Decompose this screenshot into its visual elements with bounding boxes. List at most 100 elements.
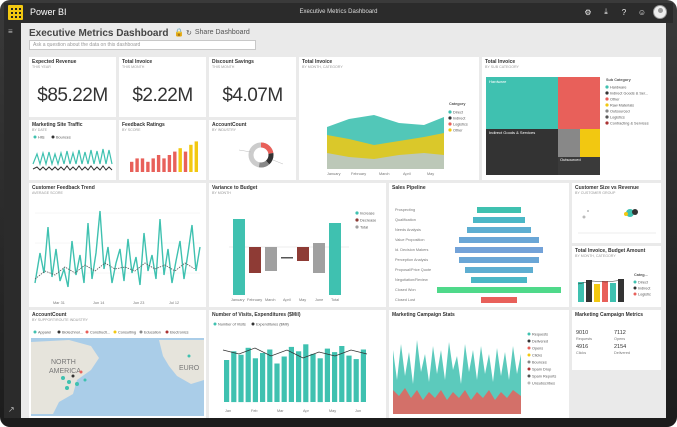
app-launcher-icon[interactable] — [8, 5, 23, 20]
tile-discount-savings[interactable]: Discount Savings THIS MONTH $4.07M — [209, 57, 296, 117]
tile-account-count-map[interactable]: AccountCount BY SUPPORT/ROUTE INDUSTRY A… — [29, 310, 206, 418]
x-tick: June — [315, 298, 323, 302]
funnel-bar — [455, 247, 543, 253]
metric-value: 4916 — [576, 344, 588, 350]
tile-subtitle: THIS MONTH — [212, 65, 235, 69]
legend-label: Logistics — [610, 116, 625, 120]
funnel-bar — [477, 207, 521, 213]
legend-label: Contracting & Services — [610, 122, 649, 126]
tile-total-invoice-card[interactable]: Total Invoice THIS MONTH $2.22M — [119, 57, 206, 117]
legend-label: Direct — [453, 111, 464, 115]
tile-campaign-stats[interactable]: Marketing Campaign Stats Requests Delive… — [389, 310, 569, 418]
legend-label: Indirect — [638, 287, 651, 291]
metric-label: Delivered — [614, 351, 630, 355]
tile-visits-expenditures[interactable]: Number of Visits, Expenditures ($Mil) Nu… — [209, 310, 386, 418]
menu-icon[interactable]: ≡ — [8, 27, 13, 36]
feedback-icon[interactable]: ☺ — [637, 7, 647, 17]
legend-label: Other — [610, 98, 620, 102]
kpi-value: $4.07M — [222, 85, 283, 106]
tile-subtitle: BY DATE — [32, 128, 48, 132]
x-tick: Jul 12 — [169, 301, 179, 305]
chart-bar — [346, 355, 352, 402]
legend-title: Categ... — [634, 273, 648, 277]
legend-label: Expenditures ($Mil) — [256, 323, 289, 327]
scatter-point — [626, 209, 634, 217]
tile-total-invoice-treemap[interactable]: Total Invoice BY SUB CATEGORY Hardware I… — [482, 57, 661, 180]
treemap-cell — [486, 129, 558, 175]
tile-title: Expected Revenue — [32, 59, 77, 65]
top-bar: Power BI Executive Metrics Dashboard ⚙ ⤓… — [4, 3, 673, 23]
tile-title: Total Invoice — [485, 59, 516, 65]
legend-label: Constructi... — [90, 331, 110, 335]
legend-label: Delivered — [532, 340, 548, 344]
download-icon[interactable]: ⤓ — [604, 7, 608, 16]
legend-label: Biotechnol... — [62, 331, 83, 335]
tile-title: Number of Visits, Expenditures ($Mil) — [212, 312, 301, 318]
app-name[interactable]: Power BI — [30, 7, 67, 17]
chart-bar — [178, 148, 182, 172]
help-icon[interactable]: ? — [621, 7, 627, 17]
tile-sales-pipeline[interactable]: Sales Pipeline Prospecting Qualification… — [389, 183, 569, 307]
treemap-label: Hardware — [489, 79, 507, 84]
tile-customer-size-revenue[interactable]: Customer Size vs Revenue BY CUSTOMER GRO… — [572, 183, 661, 243]
scatter-point — [632, 209, 638, 215]
x-tick: February — [351, 172, 366, 176]
tile-campaign-metrics[interactable]: Marketing Campaign Metrics 9010 Requests… — [572, 310, 661, 370]
legend-label: Outsourced — [610, 110, 630, 114]
waterfall-bar — [297, 247, 309, 261]
campaign-area-chart: Requests Delivered Opens Clicks Bounces … — [393, 332, 556, 414]
map-chart: Apparel Biotechnol... Constructi... Cons… — [31, 330, 204, 416]
tile-variance-to-budget[interactable]: Variance to Budget BY MONTH January Febr… — [209, 183, 386, 307]
share-button[interactable]: ↻ Share Dashboard — [186, 29, 250, 37]
chart-bar — [156, 155, 161, 172]
map-point — [187, 354, 191, 358]
kpi-value: $85.22M — [37, 85, 108, 106]
funnel-bar — [437, 287, 561, 293]
tile-total-invoice-area[interactable]: Total Invoice BY MONTH, CATEGORY January… — [299, 57, 479, 180]
stage-label: Id. Decision Makers — [395, 248, 428, 252]
tile-feedback-ratings[interactable]: Feedback Ratings BY SCORE — [119, 120, 206, 180]
avatar[interactable] — [653, 5, 667, 19]
x-tick: Jun 23 — [133, 301, 144, 305]
waterfall-bar — [265, 247, 277, 271]
treemap-cell — [558, 157, 600, 175]
tile-account-count-donut[interactable]: AccountCount BY INDUSTRY — [209, 120, 296, 180]
expenditure-line — [222, 347, 368, 359]
stage-label: Closed Lost — [395, 298, 416, 302]
x-tick: Total — [331, 298, 339, 302]
metric-label: Requests — [576, 337, 592, 341]
chart-bar — [194, 141, 198, 172]
legend-label: Spam Drop — [532, 368, 551, 372]
settings-icon[interactable]: ⚙ — [584, 7, 592, 17]
tile-expected-revenue[interactable]: Expected Revenue THIS YEAR $85.22M — [29, 57, 116, 117]
lock-icon: 🔒 — [174, 28, 184, 37]
tile-title: Sales Pipeline — [392, 185, 426, 191]
x-tick: Feb — [251, 409, 258, 413]
funnel-bar — [471, 277, 527, 283]
map-point — [67, 380, 71, 384]
tile-customer-feedback-trend[interactable]: Customer Feedback Trend AVERAGE SCORE Ma… — [29, 183, 206, 307]
expand-icon[interactable]: ↗ — [8, 405, 15, 414]
tile-title: Discount Savings — [212, 59, 254, 65]
tile-marketing-site-traffic[interactable]: Marketing Site Traffic BY DATE Hits Boun… — [29, 120, 116, 180]
map-land — [31, 340, 99, 414]
legend-label: Requests — [532, 333, 548, 337]
chart-bar — [310, 353, 316, 402]
tile-title: Customer Size vs Revenue — [575, 185, 639, 191]
map-label: EURO — [179, 365, 200, 372]
legend-title: Category — [449, 102, 466, 106]
tile-subtitle: BY SCORE — [122, 128, 141, 132]
waterfall-bar — [233, 219, 245, 295]
qa-input[interactable]: Ask a question about the data on this da… — [29, 40, 256, 50]
tile-budget-amount[interactable]: Total Invoice, Budget Amount BY MONTH, C… — [572, 246, 661, 307]
chart-bar — [130, 161, 134, 172]
stage-label: Closed Won — [395, 288, 416, 292]
left-nav: ≡ ↗ — [4, 23, 21, 418]
chart-bar — [224, 360, 230, 402]
bar — [602, 281, 608, 302]
legend-label: Logistic — [638, 293, 651, 297]
map-point — [65, 386, 69, 390]
stage-label: Prospecting — [395, 208, 415, 212]
legend-label: Spam Reports — [532, 375, 556, 379]
